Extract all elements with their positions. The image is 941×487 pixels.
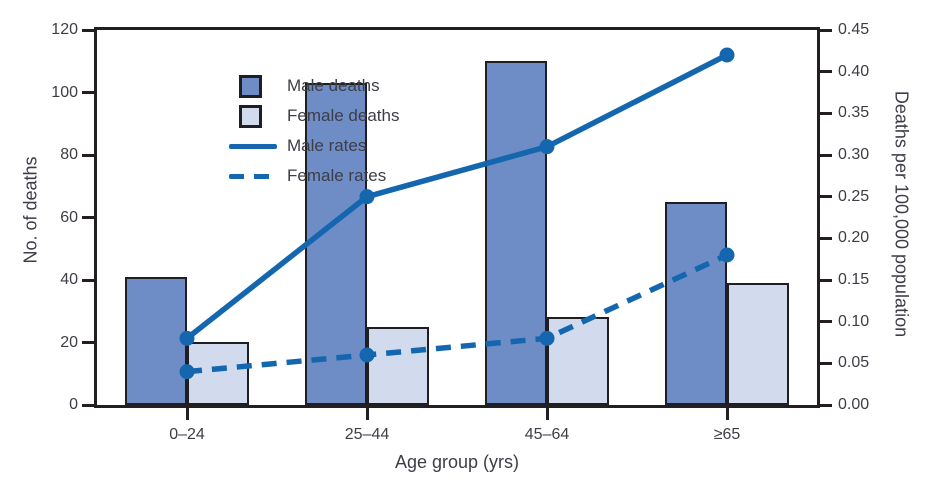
plot-area: Male deaths Female deaths Male rates Fem…	[94, 27, 820, 408]
male-deaths-bar	[125, 277, 187, 405]
x-axis-tick-label: 0–24	[169, 426, 205, 443]
legend-label-male-rates: Male rates	[287, 136, 367, 155]
right-axis-tick	[820, 195, 832, 199]
x-axis-tick-label: 25–44	[344, 426, 390, 443]
bars-layer	[97, 30, 817, 405]
left-axis-tick	[82, 278, 94, 282]
right-axis-tick	[820, 320, 832, 324]
female-deaths-bar	[367, 327, 429, 405]
left-axis-tick-label: 60	[60, 208, 78, 226]
left-axis-tick-label: 40	[60, 271, 78, 288]
male-deaths-swatch	[239, 74, 262, 98]
female-deaths-swatch	[239, 104, 262, 128]
right-axis-tick-label: 0.05	[838, 354, 870, 372]
x-axis-tick	[185, 408, 189, 420]
right-axis-tick-label: 0.20	[838, 229, 870, 247]
left-axis-tick-label: 20	[60, 333, 78, 351]
male-deaths-swatch-box	[229, 74, 277, 98]
male-deaths-bar	[485, 61, 547, 405]
legend: Male deaths Female deaths Male rates Fem…	[229, 74, 399, 194]
right-axis-tick	[820, 236, 832, 240]
x-axis-title: Age group (yrs)	[394, 452, 520, 472]
left-axis-tick	[82, 153, 94, 157]
right-axis-title: Deaths per 100,000 population	[891, 90, 912, 338]
x-axis-tick	[725, 408, 729, 420]
right-axis-tick	[820, 278, 832, 282]
left-axis-tick-label: 80	[60, 146, 78, 163]
left-axis-tick	[82, 216, 94, 219]
right-axis-tick-label: 0.25	[838, 187, 870, 205]
x-axis-tick	[545, 408, 549, 420]
female-deaths-bar	[547, 317, 609, 405]
female-deaths-swatch-box	[229, 104, 277, 128]
female-rates-line-sample	[229, 173, 277, 179]
legend-label-female-rates: Female rates	[287, 166, 387, 185]
right-axis-tick-label: 0.45	[838, 21, 870, 38]
left-axis-tick	[82, 91, 94, 94]
left-axis-tick-label: 100	[51, 83, 78, 101]
right-axis-tick	[820, 111, 832, 115]
male-rates-line-sample	[229, 143, 277, 149]
male-deaths-bar	[665, 202, 727, 405]
right-axis-tick	[820, 403, 832, 407]
legend-label-male-deaths: Male deaths	[287, 76, 380, 95]
legend-item-female-deaths: Female deaths	[229, 104, 399, 128]
right-axis-tick-label: 0.10	[838, 312, 870, 330]
right-axis-tick-label: 0.15	[838, 271, 870, 288]
x-axis-tick	[365, 408, 369, 420]
legend-item-male-rates: Male rates	[229, 134, 399, 158]
right-axis-tick-label: 0.35	[838, 104, 870, 122]
right-axis-tick	[820, 28, 832, 32]
x-axis-tick-label: ≥65	[713, 426, 741, 443]
x-axis-tick-label: 45–64	[524, 426, 570, 443]
legend-label-female-deaths: Female deaths	[287, 106, 400, 125]
right-axis-tick	[820, 153, 832, 157]
right-axis-tick	[820, 361, 832, 365]
left-axis-tick-label: 0	[69, 396, 78, 413]
female-deaths-bar	[727, 283, 789, 405]
female-rates-line-sample-box	[229, 164, 277, 188]
right-axis-tick-label: 0.00	[838, 396, 870, 413]
right-axis-tick	[820, 70, 832, 74]
legend-item-male-deaths: Male deaths	[229, 74, 399, 98]
legend-item-female-rates: Female rates	[229, 164, 399, 188]
left-axis-tick	[82, 28, 94, 32]
right-axis-tick-label: 0.40	[838, 62, 870, 80]
male-rates-line-sample-box	[229, 134, 277, 158]
right-axis-tick-label: 0.30	[838, 146, 870, 163]
left-axis-tick	[82, 341, 94, 344]
left-axis-tick-label: 120	[51, 21, 78, 38]
female-deaths-bar	[187, 342, 249, 405]
left-axis-tick	[82, 403, 94, 407]
